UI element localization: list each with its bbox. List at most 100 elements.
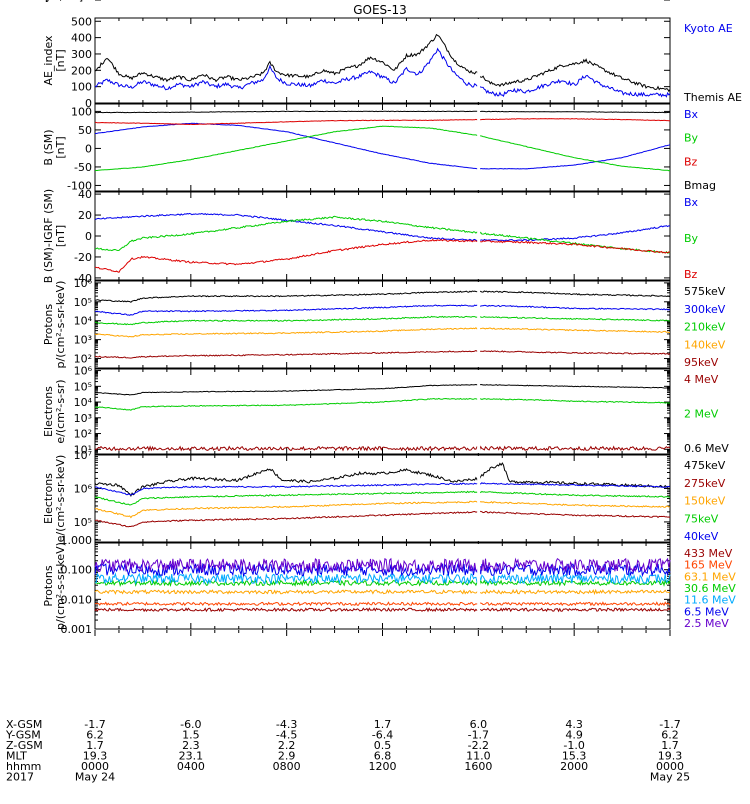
axis-row-value: 6.8 <box>374 750 392 763</box>
legend-label-95kev: 95keV <box>684 356 719 369</box>
axis-row-label: Z-GSM <box>6 739 43 752</box>
data-gap <box>477 105 481 190</box>
y-tick-label: 500 <box>71 15 92 28</box>
legend-label-2-5-mev: 2.5 MeV <box>684 617 729 630</box>
legend-label-6-5-mev: 6.5 MeV <box>684 605 729 618</box>
data-gap <box>477 282 481 367</box>
y-tick-label: -100 <box>67 179 92 192</box>
legend-label-0-6-mev: 0.6 MeV <box>684 442 729 455</box>
series-line-165-mev <box>94 601 671 607</box>
axis-row-value: 23.1 <box>179 750 204 763</box>
panel-frame <box>94 191 671 281</box>
data-gap <box>477 456 481 541</box>
axis-row-value: 1600 <box>464 760 492 773</box>
axis-row-value: May 25 <box>650 771 690 784</box>
legend-label-75kev: 75keV <box>684 512 719 525</box>
series-line-140kev <box>94 327 670 338</box>
legend-label-63-1-mev: 63.1 MeV <box>684 570 736 583</box>
axis-row-value: 1.5 <box>182 729 200 742</box>
y-tick-label: -50 <box>74 161 92 174</box>
panel-3: 10² 10³ 10⁴ 10⁵ 10⁶ Protons p/(cm²-s-sr-keV) 57… <box>42 277 726 369</box>
axis-row-value: -1.7 <box>468 729 489 742</box>
series-line-bz <box>94 238 671 273</box>
axis-row-value: 19.3 <box>658 750 683 763</box>
legend-label-kyoto-ae: Kyoto AE <box>684 22 733 35</box>
axis-row-value: 1.7 <box>374 718 392 731</box>
panel-0: 0 100 200 300 400 500 AE_index [nT] Kyoto AE Them… <box>42 15 742 110</box>
legend-label-30-6-mev: 30.6 MeV <box>684 582 736 595</box>
axis-row-value: 2000 <box>560 760 588 773</box>
series-line-275kev <box>94 510 671 528</box>
panel-2: -40 -20 0 20 40 B (SM)-IGRF (SM) [nT] Bx By Bz <box>42 188 699 285</box>
y-tick-label: 10⁵ <box>74 296 92 309</box>
y-axis-label: B (SM) <box>42 129 55 165</box>
series-line-63-1-mev <box>94 588 671 596</box>
axis-row-label: 2017 <box>6 771 34 784</box>
y-axis-label: e/(cm²-s-sr-keV) <box>54 455 67 543</box>
axis-row-value: 6.0 <box>470 718 488 731</box>
legend-label-bx: Bx <box>684 108 699 121</box>
y-tick-label: 100 <box>71 81 92 94</box>
series-line-0-6-mev <box>94 383 671 396</box>
axis-row-label: MLT <box>6 750 27 763</box>
y-axis-label: e/(cm²-s-sr) <box>54 379 67 443</box>
y-axis-label: [W/m²] <box>45 0 83 3</box>
axis-row-value: -1.7 <box>84 718 105 731</box>
y-tick-label: 10⁶ <box>74 482 93 495</box>
axis-row-label: X-GSM <box>6 718 42 731</box>
legend-label-300kev: 300keV <box>684 303 726 316</box>
y-tick-label: 10² <box>74 428 92 441</box>
legend-label-bx: Bx <box>684 196 699 209</box>
legend-label-themis-ae: Themis AE <box>683 91 742 104</box>
y-tick-label: 10⁵ <box>74 516 92 529</box>
legend-label-150kev: 150keV <box>684 495 726 508</box>
data-gap <box>477 370 481 453</box>
legend-label-2-mev: 2 MeV <box>684 408 719 421</box>
legend-label-bmag: Bmag <box>684 179 716 192</box>
y-tick-label: 10⁶ <box>74 365 93 378</box>
y-tick-label: 0.010 <box>61 593 93 606</box>
axis-row-value: 0400 <box>177 760 205 773</box>
series-line-150kev <box>94 500 671 519</box>
series-line-2-5-mev <box>94 557 671 574</box>
axis-row-value: 2.2 <box>278 739 296 752</box>
y-axis-label: p/(cm²-s-sr-keV) <box>54 281 67 369</box>
axis-row-value: 2.9 <box>278 750 296 763</box>
axis-row-value: -2.2 <box>468 739 489 752</box>
axis-row-value: 0000 <box>81 760 109 773</box>
y-tick-label: 10⁵ <box>74 380 92 393</box>
legend-label-40kev: 40keV <box>684 530 719 543</box>
series-line-433-mev <box>94 607 671 613</box>
y-tick-label: 10⁶ <box>74 277 93 290</box>
y-tick-label: 10³ <box>74 334 92 347</box>
series-line-40kev <box>94 482 671 496</box>
axis-row-value: -1.7 <box>659 718 680 731</box>
y-tick-label: -20 <box>74 251 92 264</box>
y-tick-label: 10¹ <box>74 443 92 456</box>
series-line-2-mev <box>94 397 671 411</box>
y-tick-label: 20 <box>78 209 92 222</box>
axis-row-value: 11.0 <box>466 750 491 763</box>
legend-label-140kev: 140keV <box>684 338 726 351</box>
series-line-575kev <box>94 290 671 303</box>
axis-row-value: 6.2 <box>86 729 104 742</box>
legend-label-by: By <box>684 232 699 245</box>
series-line-300kev <box>94 304 670 316</box>
y-tick-label: 50 <box>78 124 92 137</box>
series-line-by <box>94 215 671 254</box>
panel-4: 10¹ 10² 10³ 10⁴ 10⁵ 10⁶ Electrons e/(cm²-s-sr) 4… <box>42 365 729 457</box>
panel-frame <box>94 542 671 630</box>
y-tick-label: 0 <box>85 230 92 243</box>
series-line-kyoto-ae <box>94 47 671 98</box>
panel-6: 0.001 0.010 0.100 1.000 Protons p/(cm²-s-sr-k… <box>42 534 736 636</box>
axis-row-value: 1.7 <box>661 739 679 752</box>
legend-label-bz: Bz <box>684 155 698 168</box>
axis-row-value: -6.4 <box>372 729 393 742</box>
y-tick-label: 40 <box>78 188 92 201</box>
panel-1: -100 -50 0 50 100 B (SM) [nT] Bx By Bz Bmag <box>42 103 716 192</box>
series-line-475kev <box>94 462 671 497</box>
axis-row-value: 15.3 <box>562 750 587 763</box>
